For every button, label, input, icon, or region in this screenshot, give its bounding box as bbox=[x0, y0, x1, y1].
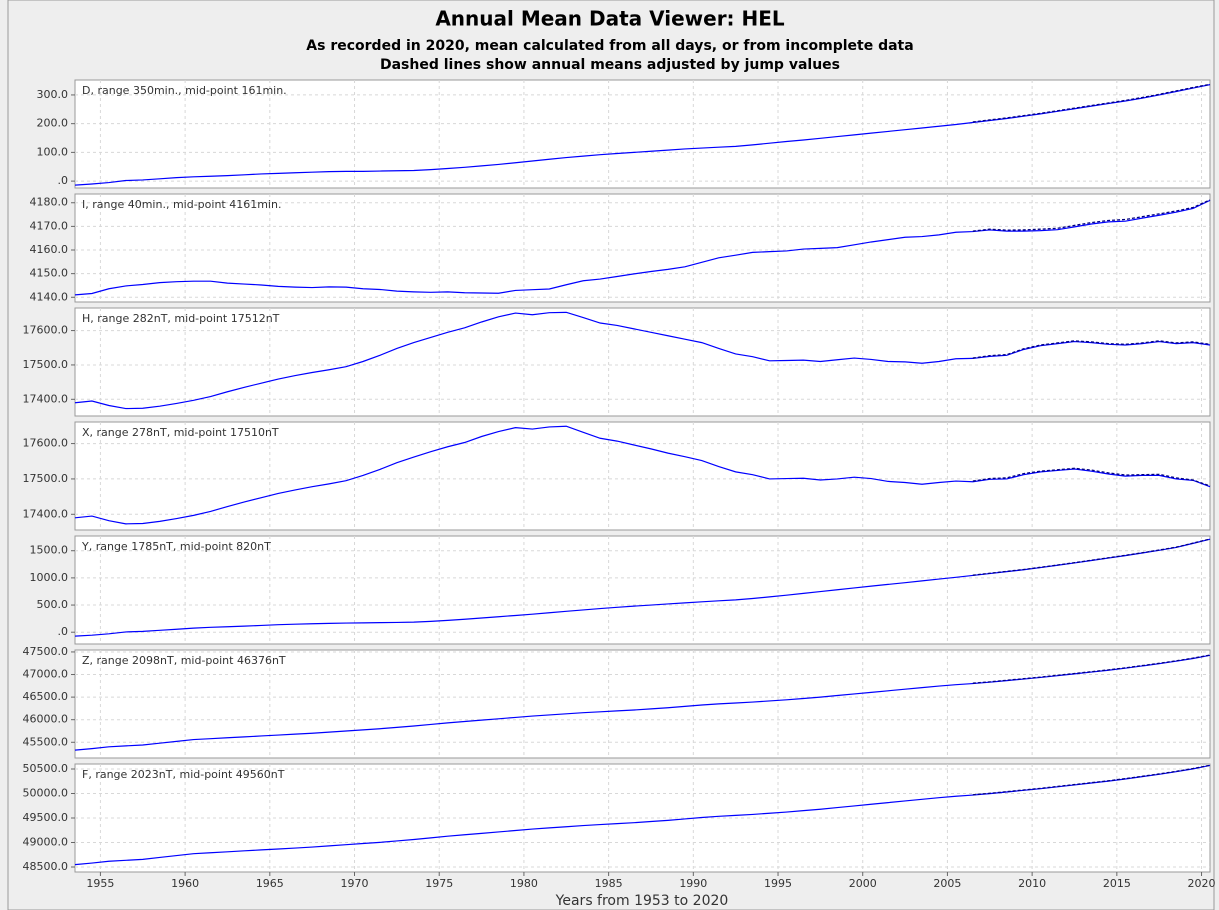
y-tick-label: 17500.0 bbox=[23, 358, 69, 371]
panel bbox=[74, 193, 1211, 303]
x-axis-label: Years from 1953 to 2020 bbox=[555, 893, 729, 909]
panel-label: Z, range 2098nT, mid-point 46376nT bbox=[82, 654, 286, 667]
x-tick-label: 1960 bbox=[171, 877, 199, 890]
x-tick-label: 2000 bbox=[849, 877, 877, 890]
y-tick-label: 1000.0 bbox=[30, 571, 69, 584]
x-tick-label: 1970 bbox=[341, 877, 369, 890]
y-tick-label: 47000.0 bbox=[23, 668, 69, 681]
data-line bbox=[74, 654, 1211, 751]
x-tick-label: 1975 bbox=[425, 877, 453, 890]
x-tick-label: 1955 bbox=[86, 877, 114, 890]
panel-label: H, range 282nT, mid-point 17512nT bbox=[82, 312, 280, 325]
chart-subtitle: Dashed lines show annual means adjusted … bbox=[380, 57, 840, 73]
panel-label: D, range 350min., mid-point 161min. bbox=[82, 84, 287, 97]
y-tick-label: 17600.0 bbox=[23, 324, 69, 337]
y-tick-label: 49000.0 bbox=[23, 836, 69, 849]
y-tick-label: 45500.0 bbox=[23, 735, 69, 748]
y-tick-label: 17500.0 bbox=[23, 472, 69, 485]
y-tick-label: 300.0 bbox=[37, 88, 69, 101]
y-tick-label: 50500.0 bbox=[23, 762, 69, 775]
y-tick-label: 4140.0 bbox=[30, 290, 69, 303]
y-tick-label: 17400.0 bbox=[23, 507, 69, 520]
y-tick-label: 4180.0 bbox=[30, 196, 69, 209]
data-line bbox=[74, 311, 1211, 410]
data-line bbox=[74, 199, 1211, 296]
panel bbox=[74, 649, 1211, 759]
y-tick-label: .0 bbox=[58, 625, 69, 638]
y-tick-label: 4150.0 bbox=[30, 267, 69, 280]
y-tick-label: 500.0 bbox=[37, 598, 69, 611]
y-tick-label: 1500.0 bbox=[30, 544, 69, 557]
y-tick-label: .0 bbox=[58, 174, 69, 187]
x-tick-label: 1985 bbox=[595, 877, 623, 890]
y-tick-label: 17400.0 bbox=[23, 392, 69, 405]
data-line bbox=[74, 764, 1211, 866]
panel bbox=[74, 307, 1211, 417]
x-tick-label: 2020 bbox=[1188, 877, 1216, 890]
panel-label: Y, range 1785nT, mid-point 820nT bbox=[81, 540, 271, 553]
panel-label: X, range 278nT, mid-point 17510nT bbox=[82, 426, 279, 439]
x-tick-label: 1995 bbox=[764, 877, 792, 890]
adjusted-line bbox=[972, 340, 1211, 359]
y-tick-label: 49500.0 bbox=[23, 811, 69, 824]
panel bbox=[74, 79, 1211, 189]
data-line bbox=[74, 425, 1211, 525]
y-tick-label: 46000.0 bbox=[23, 713, 69, 726]
x-tick-label: 2010 bbox=[1018, 877, 1046, 890]
panel-label: F, range 2023nT, mid-point 49560nT bbox=[82, 768, 285, 781]
x-tick-label: 2015 bbox=[1103, 877, 1131, 890]
y-tick-label: 4160.0 bbox=[30, 243, 69, 256]
x-tick-label: 2005 bbox=[933, 877, 961, 890]
chart-title: Annual Mean Data Viewer: HEL bbox=[435, 7, 785, 31]
y-tick-label: 4170.0 bbox=[30, 219, 69, 232]
y-tick-label: 17600.0 bbox=[23, 437, 69, 450]
y-tick-label: 100.0 bbox=[37, 145, 69, 158]
chart-subtitle: As recorded in 2020, mean calculated fro… bbox=[306, 38, 913, 54]
panel bbox=[74, 535, 1211, 645]
y-tick-label: 47500.0 bbox=[23, 645, 69, 658]
x-tick-label: 1965 bbox=[256, 877, 284, 890]
y-tick-label: 48500.0 bbox=[23, 860, 69, 873]
y-tick-label: 50000.0 bbox=[23, 786, 69, 799]
x-tick-label: 1980 bbox=[510, 877, 538, 890]
data-line bbox=[74, 84, 1211, 186]
panel-label: I, range 40min., mid-point 4161min. bbox=[82, 198, 281, 211]
data-line bbox=[74, 538, 1211, 637]
y-tick-label: 200.0 bbox=[37, 117, 69, 130]
x-tick-label: 1990 bbox=[679, 877, 707, 890]
y-tick-label: 46500.0 bbox=[23, 690, 69, 703]
